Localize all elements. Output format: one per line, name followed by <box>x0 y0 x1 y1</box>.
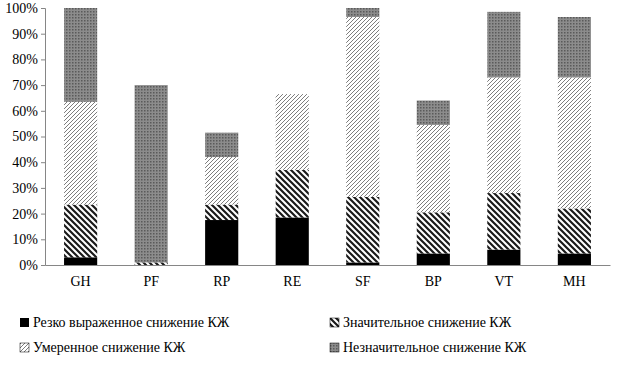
legend-swatch <box>330 343 339 352</box>
x-axis-line <box>46 265 611 266</box>
y-tick-mark <box>41 59 45 60</box>
bar-segment <box>346 262 379 265</box>
x-tick-label: PF <box>143 274 159 289</box>
bar-segment <box>64 257 97 265</box>
x-tick-label: GH <box>71 274 91 289</box>
bar-segment <box>487 193 520 250</box>
legend-item: Значительное снижение КЖ <box>330 315 512 330</box>
x-tick-label: VT <box>495 274 514 289</box>
legend-label: Незначительное снижение КЖ <box>343 340 527 355</box>
bar-segment <box>487 250 520 265</box>
x-tick: SF <box>355 265 371 289</box>
y-tick-mark <box>41 137 45 138</box>
bar-segment <box>558 17 591 77</box>
y-tick-mark <box>41 162 45 163</box>
bar-segment <box>417 212 450 253</box>
bar-segment <box>64 102 97 205</box>
y-axis: 0% 10% 20% 30% 40% 50% 60% 70% 80% 90% 100% <box>5 1 45 273</box>
legend-item: Резко выраженное снижение КЖ <box>20 315 230 330</box>
y-tick-mark <box>41 111 45 112</box>
bar-segment <box>276 217 309 265</box>
bar-segment <box>205 220 238 265</box>
y-tick-label: 60% <box>12 104 38 119</box>
bar-segment <box>346 17 379 197</box>
y-tick: 40% <box>12 155 45 170</box>
y-tick-label: 50% <box>12 129 38 144</box>
bar-segment <box>346 197 379 263</box>
bar-segment <box>558 208 591 253</box>
x-tick: MH <box>563 265 586 289</box>
bar-segment <box>276 170 309 218</box>
bar-segment <box>417 253 450 265</box>
y-tick: 80% <box>12 52 45 67</box>
bar-segment <box>346 8 379 17</box>
x-tick-label: BP <box>425 274 442 289</box>
bar-segment <box>276 94 309 170</box>
y-tick: 90% <box>12 27 45 42</box>
x-tick: PF <box>143 265 159 289</box>
x-tick: RE <box>283 265 301 289</box>
bar-segment <box>487 77 520 193</box>
y-tick: 10% <box>12 232 45 247</box>
bar-segment <box>135 262 168 265</box>
bar-segment <box>205 157 238 205</box>
plot: 0% 10% 20% 30% 40% 50% 60% 70% 80% 90% 100% GH PF RP R… <box>5 1 610 289</box>
y-tick-label: 90% <box>12 27 38 42</box>
y-tick-mark <box>41 265 45 266</box>
y-tick: 20% <box>12 207 45 222</box>
bar-segment <box>64 205 97 258</box>
y-tick-mark <box>41 8 45 9</box>
y-tick-mark <box>41 34 45 35</box>
y-tick-mark <box>41 239 45 240</box>
x-tick: BP <box>425 265 442 289</box>
legend-label: Резко выраженное снижение КЖ <box>33 315 230 330</box>
legend-item: Умеренное снижение КЖ <box>20 340 186 355</box>
y-tick-mark <box>41 214 45 215</box>
y-tick-label: 80% <box>12 52 38 67</box>
y-tick-label: 100% <box>5 1 38 16</box>
x-tick-label: RP <box>213 274 230 289</box>
y-tick: 70% <box>12 78 45 93</box>
y-tick: 30% <box>12 181 45 196</box>
x-axis: GH PF RP RE SF BP VT MH <box>46 265 611 289</box>
bar-segment <box>135 85 168 262</box>
bar-segment <box>417 125 450 212</box>
x-tick: GH <box>71 265 91 289</box>
bar-segment <box>487 12 520 78</box>
y-tick-label: 0% <box>19 258 38 273</box>
chart: 0% 10% 20% 30% 40% 50% 60% 70% 80% 90% 100% GH PF RP R… <box>0 0 618 365</box>
y-tick-label: 70% <box>12 78 38 93</box>
x-tick-label: MH <box>563 274 586 289</box>
y-tick-label: 40% <box>12 155 38 170</box>
x-tick: VT <box>495 265 514 289</box>
bar-segment <box>276 94 309 95</box>
x-tick: RP <box>213 265 230 289</box>
y-tick-label: 20% <box>12 207 38 222</box>
legend-item: Незначительное снижение КЖ <box>330 340 527 355</box>
bar-segment <box>558 253 591 265</box>
y-tick-label: 10% <box>12 232 38 247</box>
y-tick-mark <box>41 85 45 86</box>
legend-swatch <box>20 343 29 352</box>
x-tick-label: SF <box>355 274 371 289</box>
x-tick-label: RE <box>283 274 301 289</box>
y-tick-label: 30% <box>12 181 38 196</box>
legend-label: Значительное снижение КЖ <box>343 315 512 330</box>
y-tick-mark <box>41 188 45 189</box>
y-tick: 50% <box>12 129 45 144</box>
bar-segment <box>417 101 450 125</box>
bar-segment <box>558 77 591 208</box>
legend-swatch <box>330 318 339 327</box>
bar-segment <box>205 133 238 157</box>
bar-segment <box>64 8 97 102</box>
bar-segment <box>205 205 238 220</box>
legend: Резко выраженное снижение КЖ Значительное… <box>20 315 527 355</box>
legend-swatch <box>20 318 29 327</box>
y-tick: 60% <box>12 104 45 119</box>
bars <box>64 8 591 265</box>
y-tick: 100% <box>5 1 45 16</box>
y-tick: 0% <box>19 258 45 273</box>
y-axis-line <box>41 9 46 266</box>
legend-label: Умеренное снижение КЖ <box>33 340 186 355</box>
